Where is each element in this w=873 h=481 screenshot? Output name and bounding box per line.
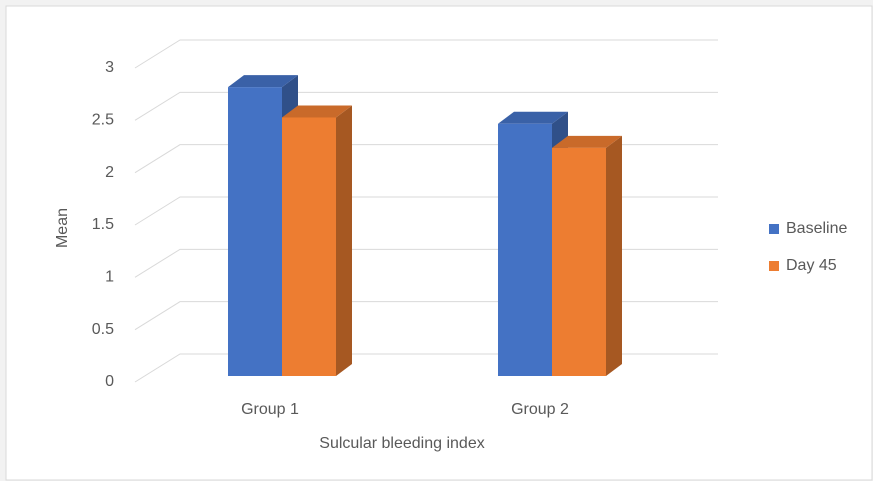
- y-tick-label: 0.5: [92, 321, 114, 338]
- bar: [498, 123, 552, 377]
- legend-label: Day 45: [786, 257, 837, 274]
- bar-top: [228, 75, 298, 88]
- y-tick-label: 1: [105, 269, 114, 286]
- y-tick-label: 2: [105, 164, 114, 181]
- bar-side: [606, 135, 622, 376]
- grid-line: [134, 91, 718, 121]
- legend-swatch: [769, 224, 779, 234]
- x-tick-label: Group 1: [241, 401, 299, 418]
- bar: [282, 117, 336, 377]
- legend-swatch: [769, 261, 779, 271]
- y-tick-label: 0: [105, 373, 114, 390]
- bar: [552, 147, 606, 376]
- bar-top: [498, 111, 568, 124]
- legend-label: Baseline: [786, 220, 847, 237]
- bar: [228, 87, 282, 377]
- bar-top: [552, 135, 622, 148]
- bar-top: [282, 105, 352, 118]
- y-axis-label: Mean: [54, 208, 71, 248]
- bar-side: [336, 105, 352, 377]
- y-tick-label: 2.5: [92, 112, 114, 129]
- x-axis-label: Sulcular bleeding index: [319, 435, 484, 452]
- grid-line: [134, 39, 718, 69]
- y-tick-label: 3: [105, 59, 114, 76]
- y-tick-label: 1.5: [92, 216, 114, 233]
- chart-panel: [5, 5, 873, 481]
- x-tick-label: Group 2: [511, 401, 569, 418]
